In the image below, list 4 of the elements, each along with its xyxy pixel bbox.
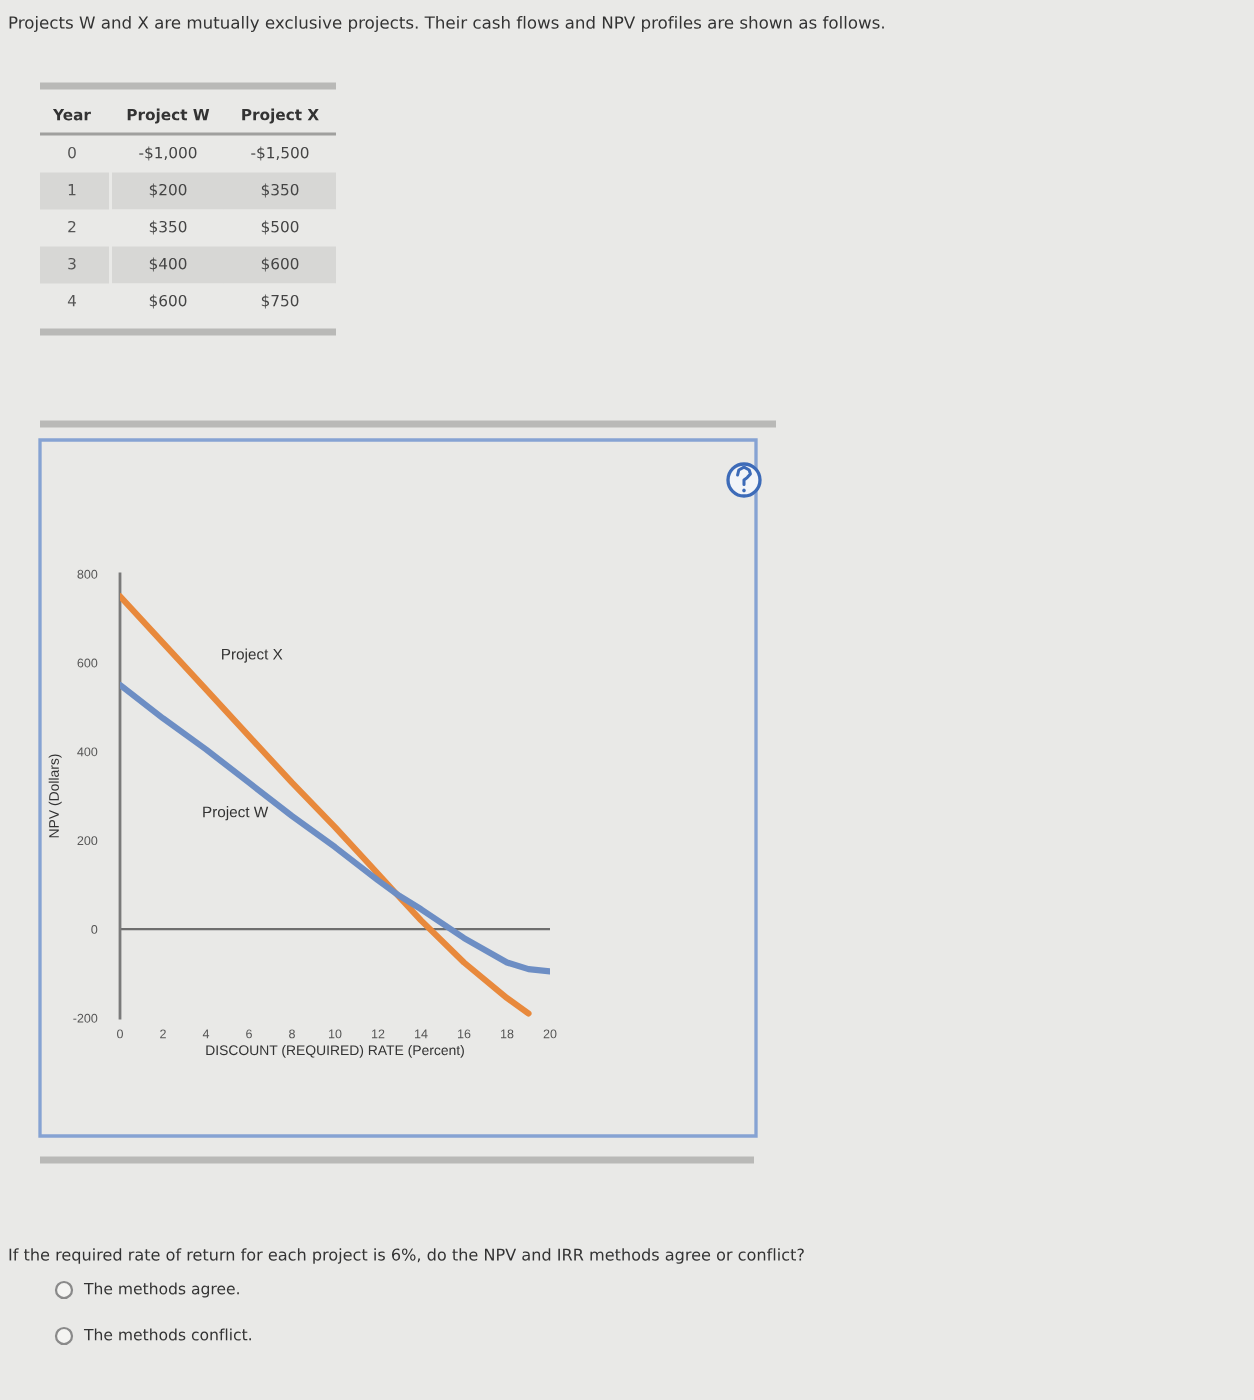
line-series [120,681,550,975]
text: If the required rate of return for each project is 6%, do the NPV and IRR methods agree or conflict? [9,1248,804,1264]
line-series [120,593,532,1017]
text: Projects W and X are mutually exclusive projects. Their cash flows and NPV profiles are shown as follows. [9,15,884,33]
